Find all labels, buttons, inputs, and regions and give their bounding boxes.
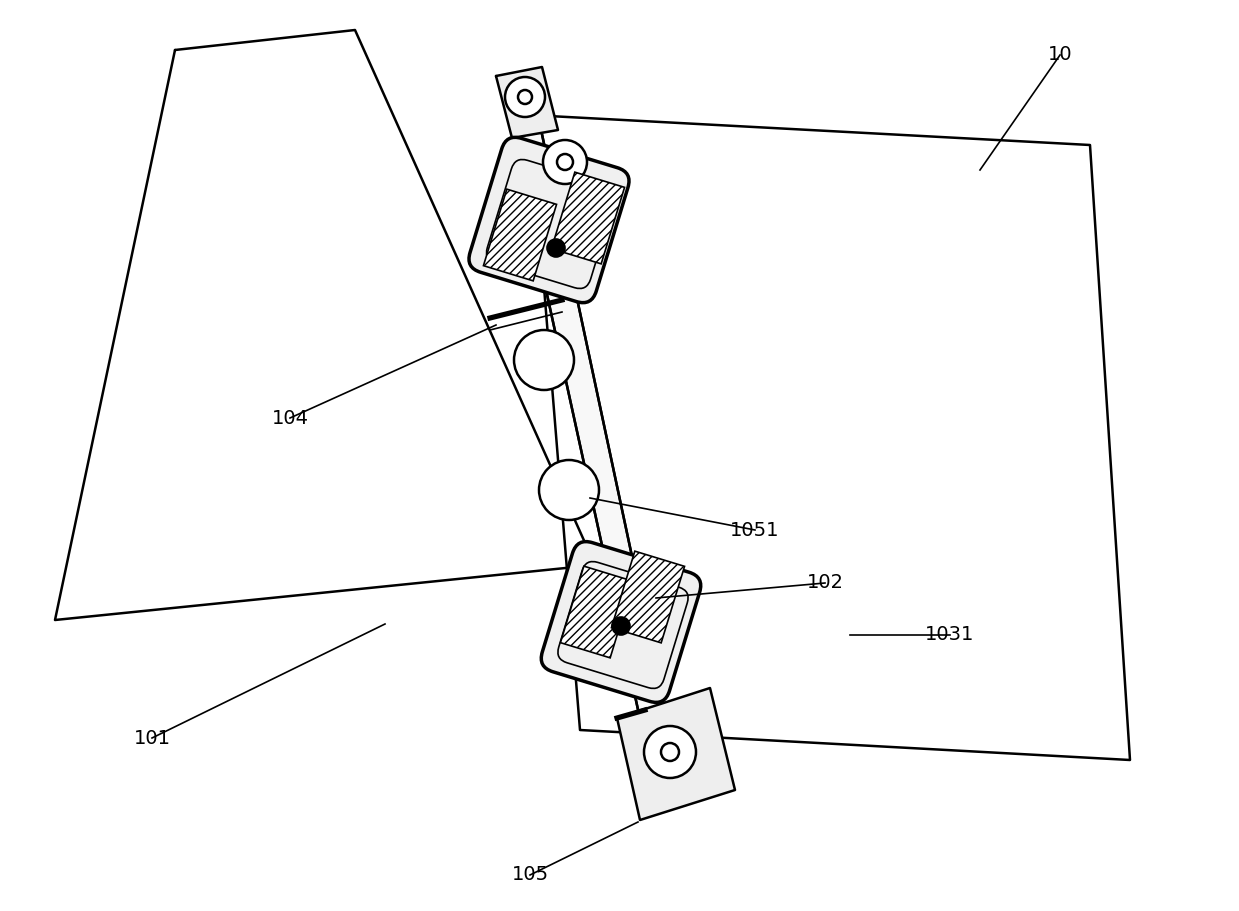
FancyBboxPatch shape — [558, 561, 688, 689]
Polygon shape — [55, 30, 595, 620]
Circle shape — [546, 239, 565, 257]
Text: 104: 104 — [271, 408, 309, 427]
Circle shape — [644, 726, 696, 778]
Circle shape — [558, 154, 572, 170]
Circle shape — [514, 330, 574, 390]
Bar — [483, 189, 556, 281]
Text: 1031: 1031 — [926, 626, 975, 644]
Circle shape — [518, 90, 532, 104]
Text: 101: 101 — [134, 729, 171, 748]
Polygon shape — [617, 688, 735, 820]
Circle shape — [612, 617, 629, 635]
Polygon shape — [496, 67, 558, 138]
Bar — [611, 551, 685, 643]
Text: 1051: 1051 — [730, 520, 779, 539]
Text: 102: 102 — [807, 574, 844, 592]
FancyBboxPatch shape — [470, 138, 629, 302]
FancyBboxPatch shape — [487, 159, 616, 289]
Bar — [551, 172, 624, 264]
Circle shape — [539, 460, 598, 520]
Polygon shape — [501, 78, 685, 810]
Polygon shape — [530, 115, 1130, 760]
FancyBboxPatch shape — [541, 541, 701, 702]
Text: 10: 10 — [1048, 46, 1072, 65]
Circle shape — [660, 743, 679, 761]
Text: 105: 105 — [512, 865, 549, 885]
Bar — [560, 566, 633, 658]
Circle shape — [543, 140, 587, 184]
Circle shape — [506, 77, 545, 117]
